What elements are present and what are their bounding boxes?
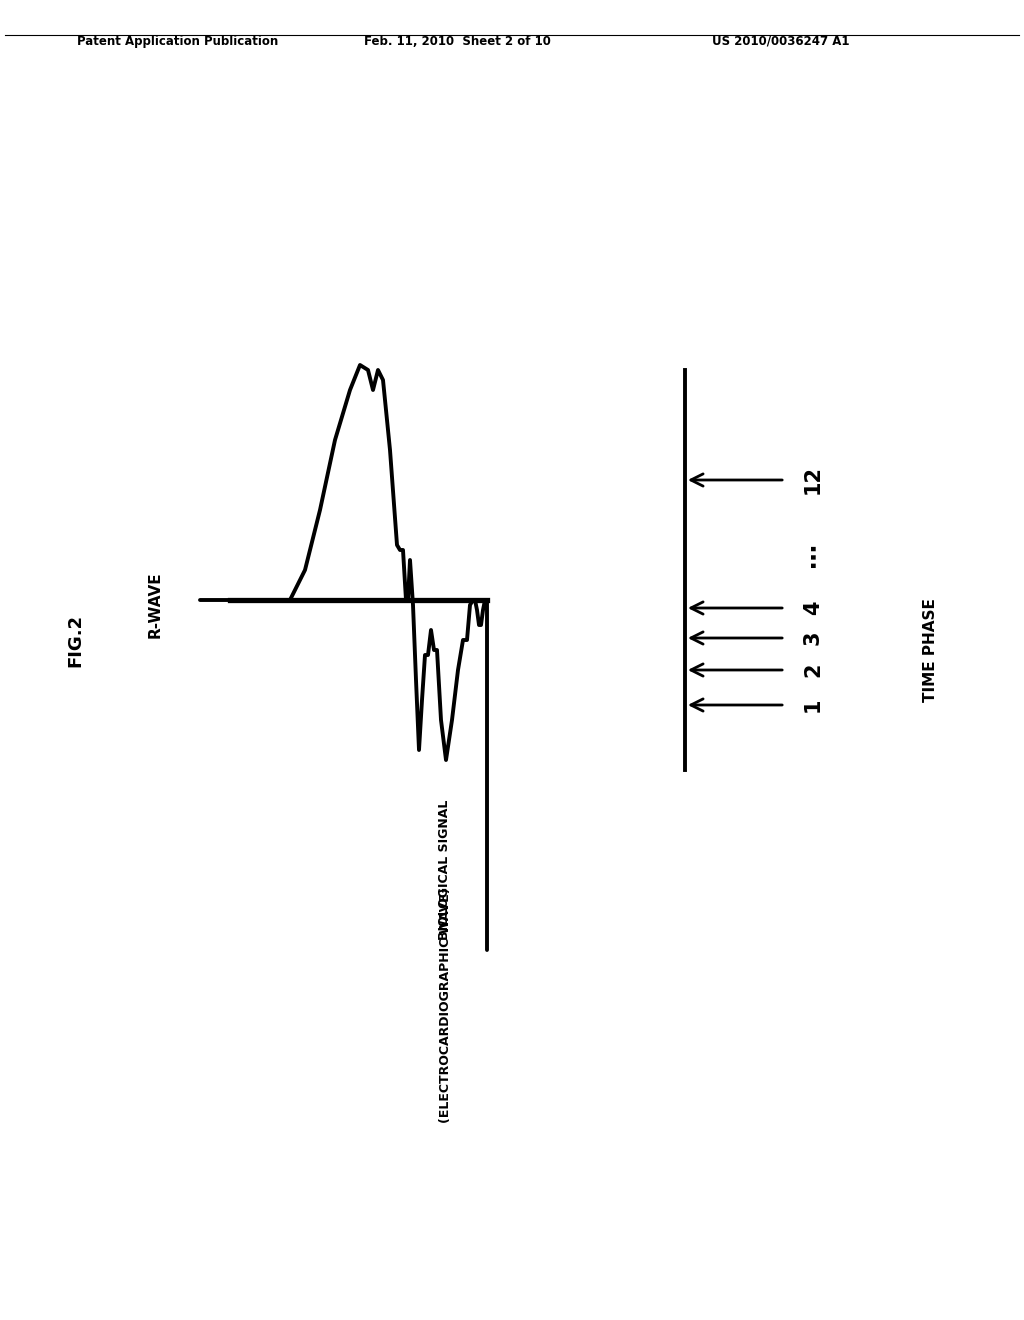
Text: ⋯: ⋯ <box>801 543 825 568</box>
Text: 12: 12 <box>803 466 823 495</box>
Text: US 2010/0036247 A1: US 2010/0036247 A1 <box>712 34 849 48</box>
Text: FIG.2: FIG.2 <box>66 614 84 667</box>
Text: BIOLOGICAL SIGNAL: BIOLOGICAL SIGNAL <box>438 800 452 940</box>
Text: Feb. 11, 2010  Sheet 2 of 10: Feb. 11, 2010 Sheet 2 of 10 <box>364 34 550 48</box>
Text: 3: 3 <box>803 631 823 645</box>
Text: (ELECTROCARDIOGRAPHIC WAVE): (ELECTROCARDIOGRAPHIC WAVE) <box>438 887 452 1123</box>
Text: R-WAVE: R-WAVE <box>147 572 163 639</box>
Text: Patent Application Publication: Patent Application Publication <box>77 34 279 48</box>
Text: 4: 4 <box>803 601 823 615</box>
Text: 1: 1 <box>803 698 823 713</box>
Text: TIME PHASE: TIME PHASE <box>923 598 938 702</box>
Text: 2: 2 <box>803 663 823 677</box>
